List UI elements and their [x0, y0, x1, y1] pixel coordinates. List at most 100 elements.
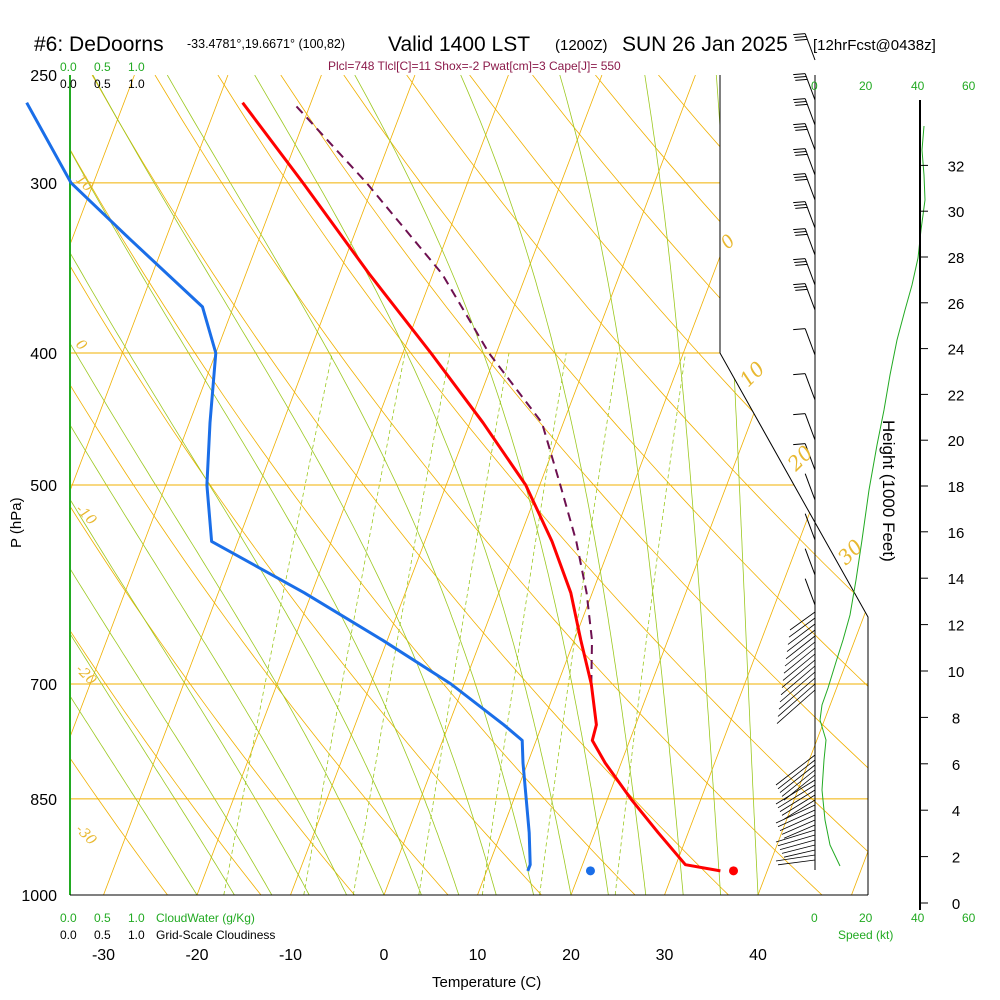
pressure-labels: 250 300 400 500 700 850 1000 [21, 68, 57, 905]
wind-barb [783, 824, 816, 839]
moist-adiabat [644, 75, 721, 895]
wind-barb [777, 784, 816, 809]
dry-adiabat [70, 75, 380, 895]
speed-axis-title: Speed (kt) [838, 928, 893, 942]
dry-adiabat [469, 75, 868, 895]
wind-barb [777, 809, 816, 828]
speed-bottom-40: 40 [911, 911, 925, 925]
valid-date: SUN 26 Jan 2025 [622, 33, 788, 56]
temperature-line [241, 101, 721, 873]
cloudiness-scale-0: 0.0 [60, 77, 77, 91]
pressure-axis-title: P (hPa) [8, 497, 25, 548]
cloudwater-scale-0: 0.0 [60, 60, 77, 74]
cloudiness-title: Grid-Scale Cloudiness [156, 928, 275, 942]
cloudwater-scale-1: 1.0 [128, 60, 145, 74]
isotherm-label: -30 [72, 822, 99, 849]
mixing-ratio-line [614, 352, 686, 895]
moist-adiabat [70, 75, 422, 895]
wind-barb [804, 148, 816, 176]
isotherm-label: 10 [72, 172, 96, 196]
wind-barb-feather [794, 286, 807, 288]
wind-barb-feather [793, 98, 806, 101]
wind-barb [781, 769, 816, 797]
wind-barb [788, 617, 816, 638]
wind-barb-feather [793, 373, 806, 376]
pressure-label-850: 850 [30, 792, 57, 809]
height-axis-title: Height (1000 Feet) [879, 420, 898, 562]
isotherm-label-right: 10 [735, 356, 770, 391]
wind-barb [804, 283, 816, 311]
cloudiness-scale-05: 0.5 [94, 77, 111, 91]
top-scale-labels: 0.0 0.5 1.0 0.0 0.5 1.0 [60, 60, 145, 91]
wind-barb [777, 859, 816, 866]
height-label-20: 20 [948, 433, 965, 450]
wind-barb [783, 799, 816, 820]
dry-adiabat [70, 75, 569, 895]
wind-barb [804, 258, 816, 286]
wind-barb [781, 819, 816, 835]
wind-barb [786, 629, 816, 652]
wind-barb [782, 653, 816, 681]
station-coords: -33.4781°,19.6671° (100,82) [187, 37, 345, 51]
temperature-label--30: -30 [92, 947, 115, 964]
moist-adiabat [70, 211, 198, 895]
valid-time: Valid 1400 LST [388, 33, 530, 56]
wind-barb-feather [794, 231, 807, 233]
moist-adiabat [254, 75, 572, 895]
moist-adiabat [460, 75, 647, 895]
speed-bottom-0: 0 [811, 911, 818, 925]
wind-barb-feather [795, 128, 808, 131]
dry-adiabat [280, 75, 868, 895]
height-label-28: 28 [948, 250, 965, 267]
wind-barb-feather [795, 103, 808, 106]
moist-adiabat [70, 131, 273, 895]
wind-barb-feather [793, 73, 806, 76]
height-label-30: 30 [948, 204, 965, 221]
moist-adiabat [70, 86, 310, 895]
speed-labels: 0 20 40 60 0 20 40 60 Speed (kt) [811, 79, 976, 942]
isotherm [70, 75, 135, 895]
wind-barb-feather [795, 153, 808, 156]
wind-barb-feather [795, 78, 808, 81]
wind-barb [785, 635, 816, 660]
temperature-label-40: 40 [749, 947, 767, 964]
wind-barb [804, 443, 816, 471]
moist-adiabat [354, 75, 609, 895]
dry-adiabat [406, 75, 868, 895]
height-label-0: 0 [952, 896, 960, 913]
wind-barb [781, 844, 816, 854]
wind-barb [775, 854, 816, 862]
wind-barb [775, 804, 816, 824]
wind-barb-feather [793, 228, 806, 231]
cloudwater-title: CloudWater (g/Kg) [156, 911, 255, 925]
wind-barb [804, 413, 816, 441]
surface-temperature-dot [729, 866, 739, 876]
dry-adiabat [532, 75, 868, 895]
dry-adiabat [910, 75, 1000, 924]
wind-barb [804, 73, 816, 101]
height-label-26: 26 [948, 296, 965, 313]
wind-barb [804, 98, 816, 126]
wind-barb [804, 173, 816, 201]
temperature-label-20: 20 [562, 947, 580, 964]
mixing-ratio-label: 5 [409, 903, 426, 918]
cloudiness-bottom-1: 1.0 [128, 928, 145, 942]
sounding-parameters: Plcl=748 Tlcl[C]=11 Shox=-2 Pwat[cm]=3 C… [328, 59, 621, 73]
moist-adiabat [166, 75, 534, 895]
speed-top-40: 40 [911, 79, 925, 93]
wind-barb [804, 201, 816, 229]
pressure-label-700: 700 [30, 677, 57, 694]
station-title: #6: DeDoorns [34, 33, 164, 56]
wind-barb [804, 578, 816, 606]
wind-barb-feather [795, 38, 808, 41]
wind-barb [804, 513, 816, 541]
bottom-scale-labels: 0.0 0.5 1.0 CloudWater (g/Kg) 0.0 0.5 1.… [60, 911, 275, 942]
height-label-4: 4 [952, 803, 960, 820]
mixing-ratio-label: 2 [294, 903, 311, 918]
dry-adiabat [973, 75, 1000, 924]
wind-barb-feather [793, 283, 806, 286]
utc-time: (1200Z) [555, 37, 608, 54]
cloudwater-bottom-1: 1.0 [128, 911, 145, 925]
wind-barb-feather [794, 204, 807, 206]
wind-barb-feather [793, 413, 806, 416]
